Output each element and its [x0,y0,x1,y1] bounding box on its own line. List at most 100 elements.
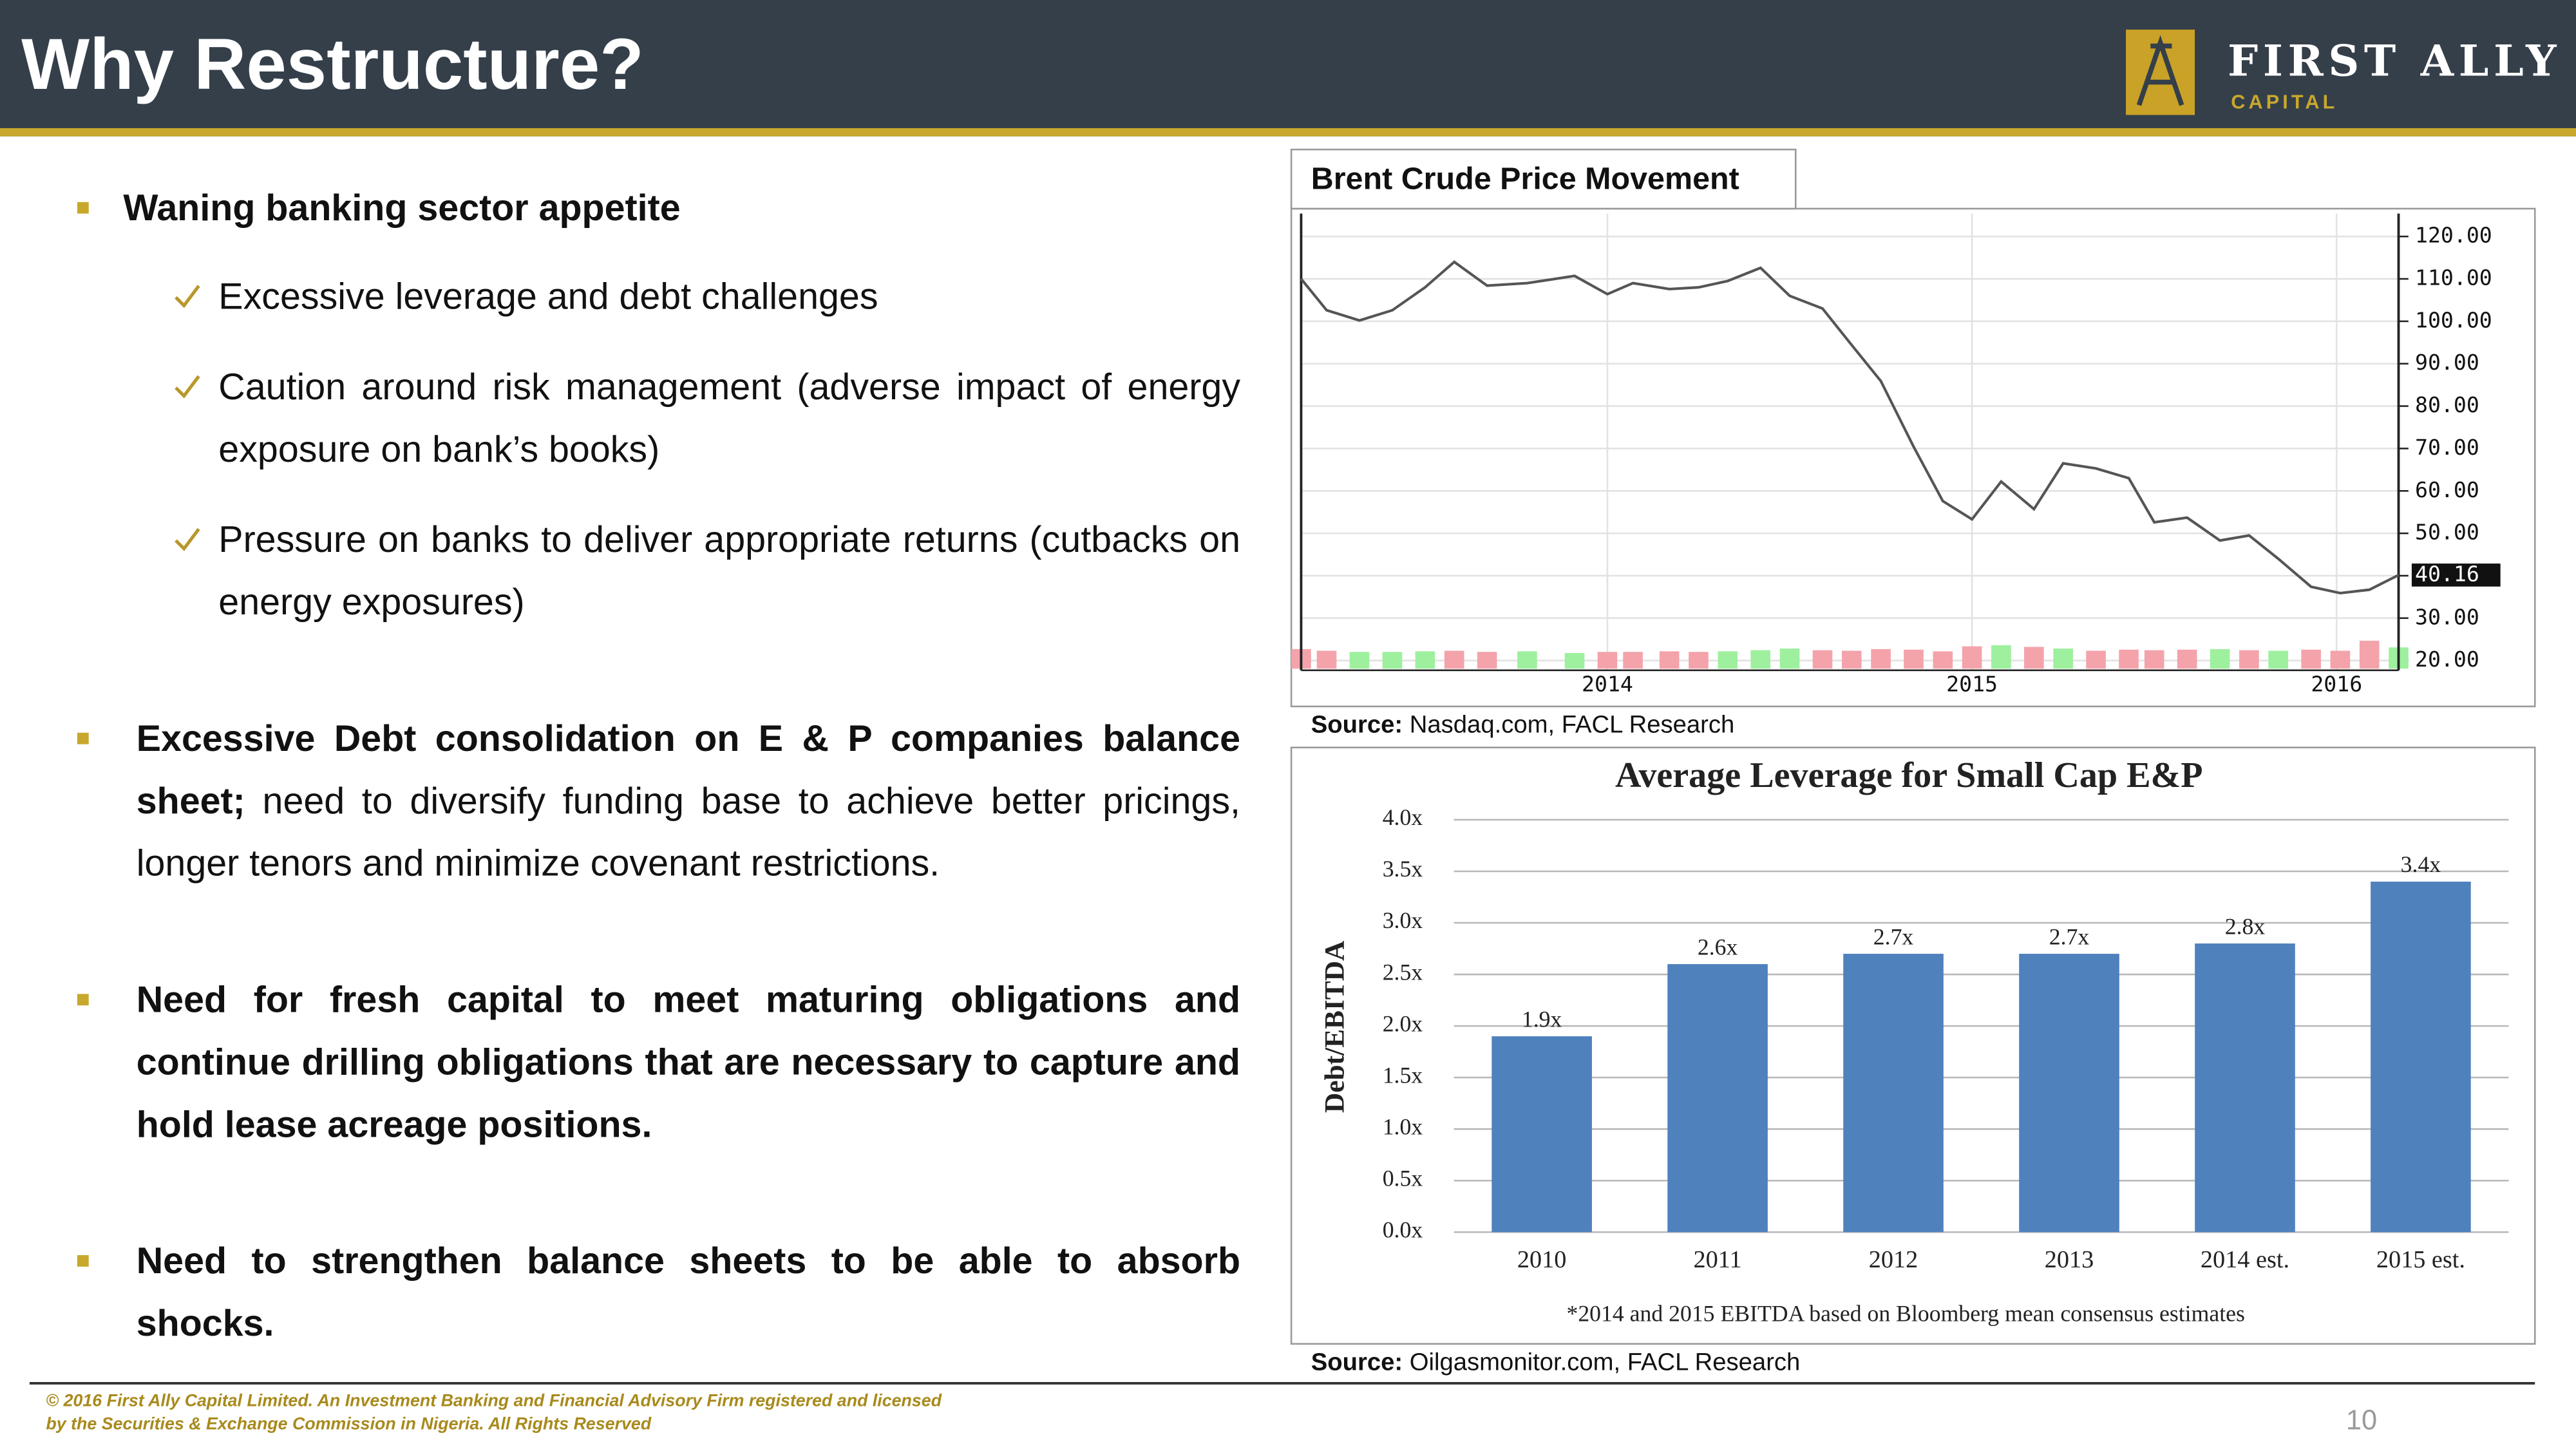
volume-bar [2119,649,2139,669]
chart-title: Average Leverage for Small Cap E&P [1615,755,2203,795]
y-tick-label: 110.00 [2415,265,2492,290]
bullet-icon [77,202,89,214]
volume-bar [2177,649,2197,669]
check-icon [175,285,200,308]
title-tab [1290,148,1797,210]
bullet-icon [77,994,89,1006]
y-tick-label: 1.0x [1383,1113,1423,1139]
volume-bar [1933,651,1953,669]
volume-bar [2239,650,2259,669]
volume-bar [1871,649,1891,669]
volume-bar [1597,652,1618,669]
chart-frame [1290,207,2536,708]
volume-bar [2301,649,2321,669]
y-tick-label: 70.00 [2415,435,2479,460]
bar [1843,954,1944,1233]
x-tick-label: 2015 [1946,671,1998,696]
bar [1667,964,1768,1233]
volume-bar [2053,649,2073,669]
x-tick-label: 2013 [2045,1246,2094,1273]
y-tick-label: 20.00 [2415,647,2479,672]
volume-bar [1904,649,1924,669]
volume-bar [1750,650,1771,669]
y-tick-label: 100.00 [2415,307,2492,332]
sub-item: Excessive leverage and debt challenges [218,276,878,317]
source-label: Source: [1311,1348,1403,1376]
bullet-text: Waning banking sector appetite [123,187,681,229]
y-axis-label: Debt/EBITDA [1319,941,1350,1113]
volume-bar [1444,650,1464,669]
y-tick-label: 30.00 [2415,604,2479,629]
volume-bar [1991,645,2011,669]
volume-bar [1718,651,1738,669]
volume-bar [1316,650,1337,669]
last-price-label: 40.16 [2415,561,2479,586]
source-text: Oilgasmonitor.com, FACL Research [1410,1348,1801,1376]
value-label: 1.9x [1522,1006,1562,1032]
volume-bar [2144,650,2164,669]
y-tick-label: 4.0x [1383,804,1423,830]
bar [2019,954,2119,1233]
volume-bar [1564,652,1585,669]
value-label: 2.6x [1698,934,1738,960]
value-label: 3.4x [2401,851,2441,877]
logo-mark [2126,29,2195,115]
volume-bar [2268,650,2288,669]
chart-title: Brent Crude Price Movement [1311,161,1739,196]
volume-bar [1962,646,1982,669]
bullet-icon [77,1255,89,1267]
last-price-tag [2411,564,2501,587]
check-icon [175,527,200,551]
sub-item: Pressure on banks to deliver appropriate… [218,519,1241,623]
y-tick-label: 2.0x [1383,1010,1423,1036]
bar [2195,943,2295,1233]
source-label: Source: [1311,711,1403,739]
y-tick-label: 60.00 [2415,477,2479,502]
check-icon [175,375,200,399]
source-note: Source: Nasdaq.com, FACL Research [1311,711,1735,739]
volume-bar [1812,650,1833,669]
volume-bar [1689,652,1709,669]
volume-bar [1779,649,1800,669]
slide-title: Why Restructure? [21,24,644,106]
y-tick-label: 1.5x [1383,1062,1423,1088]
y-tick-label: 2.5x [1383,959,1423,985]
volume-bar [2210,649,2230,669]
volume-bar [1349,652,1370,669]
price-line [1300,260,2400,595]
chart-note: *2014 and 2015 EBITDA based on Bloomberg… [1566,1301,2244,1327]
y-tick-label: 50.00 [2415,520,2479,545]
x-tick-label: 2014 [1582,671,1633,696]
y-tick-label: 90.00 [2415,350,2479,375]
x-tick-label: 2014 est. [2201,1246,2289,1273]
y-tick-label: 120.00 [2415,223,2492,248]
value-label: 2.7x [1873,923,1914,949]
bullet-bold: Excessive Debt consolidation on E & P co… [136,717,1241,822]
y-tick-label: 80.00 [2415,392,2479,417]
page-number: 10 [2345,1405,2378,1436]
volume-bar [2359,640,2380,669]
volume-bar [2086,650,2106,669]
bar [2371,882,2471,1233]
sub-item: Caution around risk management (adverse … [218,366,1241,470]
volume-bar [1517,651,1537,669]
volume-bar [1659,651,1680,669]
bullet-icon [77,732,89,744]
x-tick-label: 2010 [1517,1246,1567,1273]
value-label: 2.8x [2225,913,2266,939]
bullet-text: Excessive Debt consolidation on E & P co… [137,708,1240,895]
bullet-text: Need to strengthen balance sheets to be … [136,1240,1241,1344]
volume-bar [1841,650,1862,669]
volume-bar [2024,647,2044,669]
y-tick-label: 3.0x [1383,907,1423,933]
logo-tagline: CAPITAL [2231,90,2338,114]
volume-bar [1382,652,1403,669]
volume-bar [2330,650,2351,669]
y-tick-label: 3.5x [1383,856,1423,882]
logo-name: FIRST ALLY [2228,37,2562,88]
copyright: © 2016 First Ally Capital Limited. An In… [46,1391,942,1435]
